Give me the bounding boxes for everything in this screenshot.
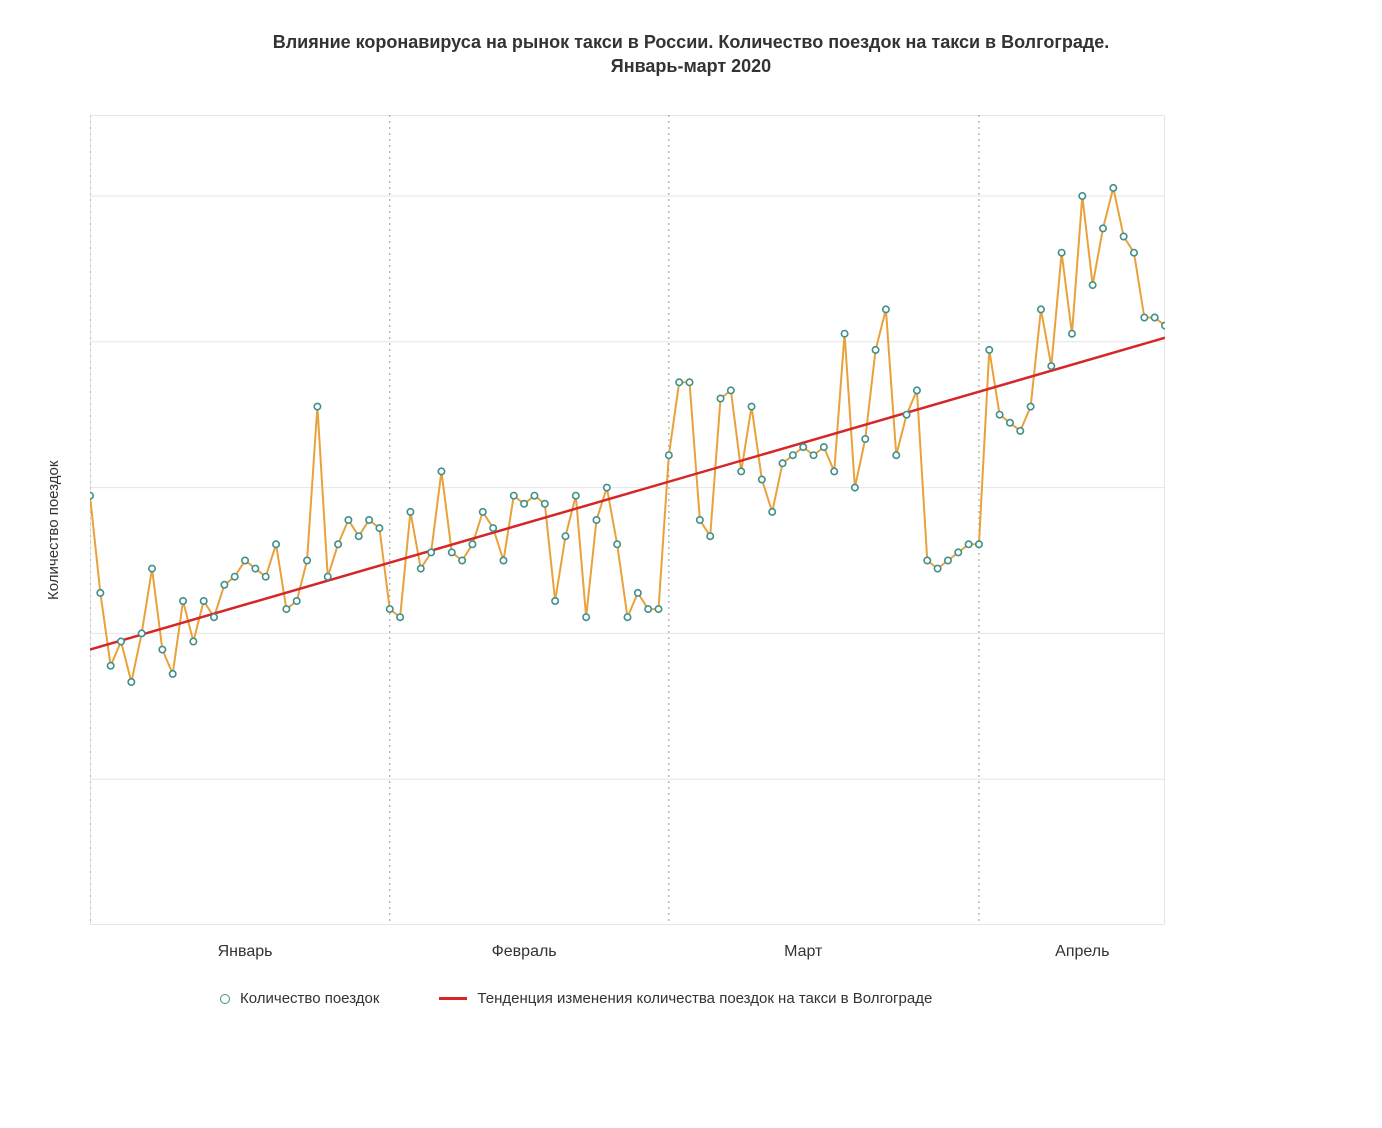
chart-title: Влияние коронавируса на рынок такси в Ро… (0, 0, 1382, 79)
x-tick-label: Февраль (492, 943, 557, 961)
legend-marker-trend-icon (439, 997, 467, 1000)
plot-area (90, 115, 1165, 930)
chart-svg (90, 115, 1165, 925)
y-axis-label: Количество поездок (45, 461, 62, 600)
chart-title-line1: Влияние коронавируса на рынок такси в Ро… (273, 32, 1110, 52)
legend-item-rides: Количество поездок (220, 990, 379, 1007)
legend-marker-rides-icon (220, 994, 230, 1004)
x-tick-label: Январь (218, 943, 273, 961)
legend-label-trend: Тенденция изменения количества поездок н… (477, 990, 932, 1007)
legend-label-rides: Количество поездок (240, 990, 379, 1007)
chart-title-line2: Январь-март 2020 (611, 56, 771, 76)
x-tick-label: Март (784, 943, 822, 961)
legend-item-trend: Тенденция изменения количества поездок н… (439, 990, 932, 1007)
legend: Количество поездок Тенденция изменения к… (220, 990, 992, 1007)
x-tick-label: Апрель (1055, 943, 1109, 961)
